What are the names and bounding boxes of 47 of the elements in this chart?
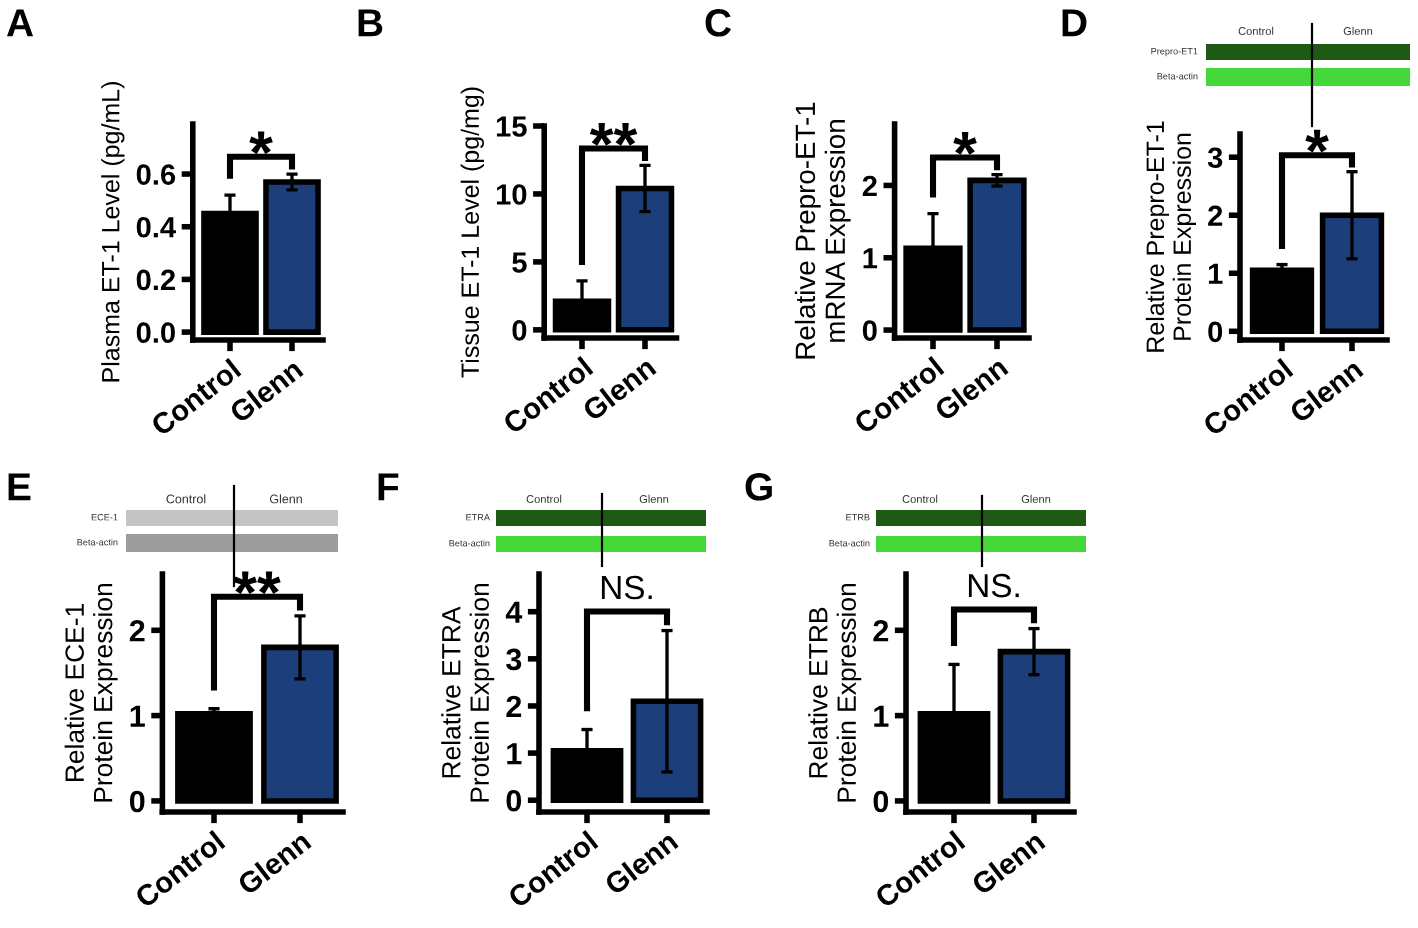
y-tick-label: 0 bbox=[506, 789, 522, 812]
y-axis-title: Tissue ET-1 Level (pg/mg) bbox=[460, 87, 484, 378]
y-tick-label: 2 bbox=[862, 175, 877, 197]
annotation: ** bbox=[233, 571, 281, 595]
y-tick-label: 1 bbox=[507, 743, 522, 765]
annotation: * bbox=[953, 132, 977, 155]
y-tick-label: 5 bbox=[512, 252, 527, 273]
y-tick-label: 1 bbox=[863, 248, 878, 269]
chart-title: G bbox=[745, 473, 772, 501]
y-tick-label: 0 bbox=[512, 320, 527, 341]
y-tick-label: 0.4 bbox=[136, 216, 176, 238]
y-tick-label: 2 bbox=[873, 620, 889, 642]
chart-title: B bbox=[358, 9, 383, 37]
y-tick-label: 0 bbox=[1208, 321, 1223, 343]
y-axis-title: Relative ECE-1 Protein Expression bbox=[64, 583, 118, 802]
y-tick-label: 0.2 bbox=[136, 269, 175, 291]
annotation: ** bbox=[589, 123, 638, 146]
chart-title: C bbox=[705, 9, 732, 37]
y-tick-label: 3 bbox=[1207, 147, 1223, 169]
y-axis-title: Relative Prepro-ET-1 Protein Expression bbox=[1145, 121, 1196, 352]
y-tick-label: 2 bbox=[506, 695, 522, 718]
chart-title: D bbox=[1062, 9, 1087, 37]
y-axis-title: Plasma ET-1 Level (pg/mL) bbox=[101, 82, 125, 382]
annotation: NS. bbox=[968, 573, 1019, 598]
annotation: * bbox=[249, 131, 273, 155]
y-tick-label: 2 bbox=[129, 620, 145, 642]
y-axis-title: Relative Prepro-ET-1 mRNA Expression bbox=[794, 102, 851, 359]
chart-title: F bbox=[378, 473, 399, 501]
y-axis-title: Relative ETRA Protein Expression bbox=[441, 583, 495, 802]
chart-title: E bbox=[8, 473, 31, 501]
annotation: NS. bbox=[601, 575, 652, 600]
annotation: * bbox=[1305, 129, 1329, 153]
y-tick-label: 0 bbox=[129, 790, 145, 813]
y-tick-label: 0 bbox=[862, 320, 877, 341]
chart-title: A bbox=[6, 9, 34, 37]
y-tick-label: 1 bbox=[874, 705, 889, 727]
y-tick-label: 10 bbox=[496, 184, 527, 205]
y-tick-label: 0 bbox=[873, 790, 889, 813]
y-tick-label: 15 bbox=[496, 116, 527, 137]
y-tick-label: 2 bbox=[1208, 205, 1223, 226]
y-tick-label: 0.6 bbox=[136, 164, 176, 185]
y-tick-label: 3 bbox=[506, 648, 522, 671]
y-tick-label: 4 bbox=[505, 601, 523, 623]
y-tick-label: 0.0 bbox=[136, 322, 175, 343]
y-tick-label: 1 bbox=[1208, 263, 1223, 284]
y-axis-title: Relative ETRB Protein Expression bbox=[808, 583, 862, 802]
y-tick-label: 1 bbox=[130, 705, 145, 727]
